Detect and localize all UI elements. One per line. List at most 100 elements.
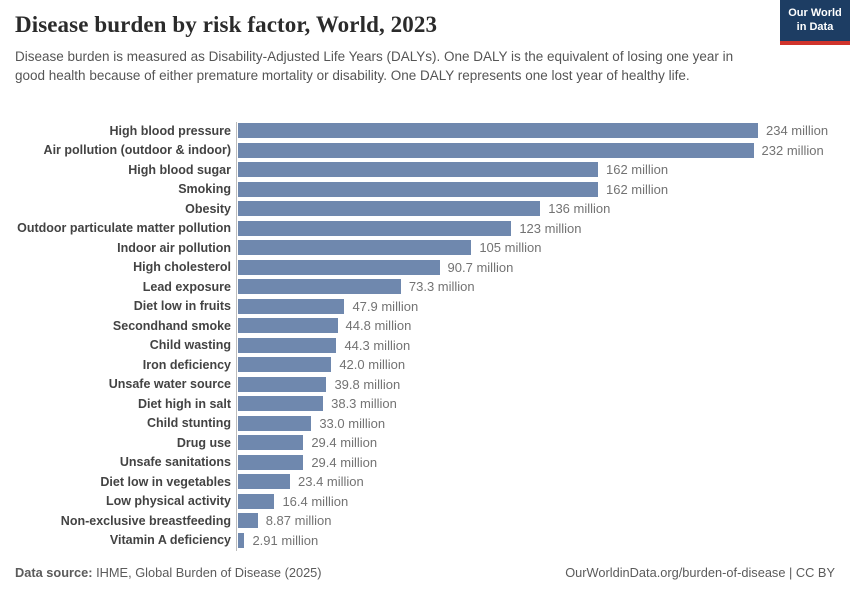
- value-label: 38.3 million: [331, 396, 397, 412]
- bar-zone: 123 million: [237, 220, 850, 236]
- bar[interactable]: [238, 513, 258, 529]
- category-label: Vitamin A deficiency: [109, 533, 231, 548]
- value-label: 29.4 million: [311, 435, 378, 451]
- bar-rows: High blood pressure 234 million Air pollut…: [0, 121, 850, 550]
- bar[interactable]: [238, 123, 758, 139]
- value-label: 105 million: [479, 240, 542, 256]
- bar-zone: 23.4 million: [237, 474, 850, 490]
- bar-zone: 39.8 million: [237, 376, 850, 392]
- bar-row: Child stunting 33.0 million: [0, 414, 850, 434]
- bar[interactable]: [238, 201, 541, 217]
- owid-url-link[interactable]: OurWorldinData.org/burden-of-disease | C…: [565, 565, 835, 580]
- value-label: 47.9 million: [352, 298, 419, 314]
- bar-row: Unsafe sanitations 29.4 million: [0, 453, 850, 473]
- bar[interactable]: [238, 357, 332, 373]
- bar-row: Iron deficiency 42.0 million: [0, 355, 850, 375]
- bar[interactable]: [238, 396, 324, 412]
- bar[interactable]: [238, 279, 401, 295]
- bar-zone: 2.91 million: [237, 532, 850, 548]
- bar-row: Diet low in fruits 47.9 million: [0, 297, 850, 317]
- bar-row: Smoking 162 million: [0, 180, 850, 200]
- bar[interactable]: [238, 220, 512, 236]
- category-label: Diet low in vegetables: [100, 474, 231, 489]
- value-label: 73.3 million: [408, 279, 475, 295]
- bar[interactable]: [238, 298, 345, 314]
- bar-row: Drug use 29.4 million: [0, 433, 850, 453]
- value-label: 136 million: [548, 201, 611, 217]
- bar[interactable]: [238, 532, 245, 548]
- bar-row: High blood sugar 162 million: [0, 160, 850, 180]
- value-label: 16.4 million: [282, 493, 349, 509]
- category-label: Unsafe water source: [108, 377, 231, 392]
- bar[interactable]: [238, 435, 304, 451]
- category-label: Child wasting: [149, 338, 231, 353]
- category-label: Iron deficiency: [142, 357, 231, 372]
- value-label: 44.8 million: [345, 318, 412, 334]
- bar-row: Non-exclusive breastfeeding 8.87 million: [0, 511, 850, 531]
- data-source-label: Data source:: [15, 565, 93, 580]
- category-label: Diet high in salt: [137, 396, 231, 411]
- bar-zone: 105 million: [237, 240, 850, 256]
- bar[interactable]: [238, 415, 312, 431]
- category-label: Drug use: [176, 435, 231, 450]
- bar[interactable]: [238, 376, 327, 392]
- bar-row: Air pollution (outdoor & indoor) 232 mill…: [0, 141, 850, 161]
- category-label: Air pollution (outdoor & indoor): [43, 143, 231, 158]
- bar-zone: 44.8 million: [237, 318, 850, 334]
- chart-header: Disease burden by risk factor, World, 20…: [15, 12, 835, 85]
- owid-logo-box: Our World in Data: [780, 0, 850, 41]
- bar-zone: 33.0 million: [237, 415, 850, 431]
- bar-row: Lead exposure 73.3 million: [0, 277, 850, 297]
- bar[interactable]: [238, 474, 290, 490]
- bar[interactable]: [238, 318, 338, 334]
- bar[interactable]: [238, 142, 754, 158]
- bar-row: Indoor air pollution 105 million: [0, 238, 850, 258]
- category-label: Indoor air pollution: [117, 240, 231, 255]
- category-label: Low physical activity: [105, 494, 231, 509]
- category-label: Diet low in fruits: [133, 299, 231, 314]
- bar[interactable]: [238, 162, 598, 178]
- bar[interactable]: [238, 181, 598, 197]
- bar-zone: 29.4 million: [237, 435, 850, 451]
- bar-zone: 136 million: [237, 201, 850, 217]
- chart-subtitle: Disease burden is measured as Disability…: [15, 49, 734, 84]
- bar-zone: 162 million: [237, 181, 850, 197]
- owid-logo-line2: in Data: [796, 20, 834, 33]
- bar-row: Low physical activity 16.4 million: [0, 492, 850, 512]
- bar-zone: 73.3 million: [237, 279, 850, 295]
- category-label: Obesity: [185, 201, 231, 216]
- value-label: 2.91 million: [252, 532, 319, 548]
- data-source-text: IHME, Global Burden of Disease (2025): [92, 565, 322, 580]
- page-title: Disease burden by risk factor, World, 20…: [15, 12, 438, 37]
- chart-footer: Data source: IHME, Global Burden of Dise…: [15, 565, 835, 580]
- bar-zone: 29.4 million: [237, 454, 850, 470]
- bar[interactable]: [238, 454, 304, 470]
- value-label: 90.7 million: [447, 259, 514, 275]
- bar-row: Secondhand smoke 44.8 million: [0, 316, 850, 336]
- bar-row: High blood pressure 234 million: [0, 121, 850, 141]
- bar-row: Unsafe water source 39.8 million: [0, 375, 850, 395]
- category-label: High blood sugar: [128, 162, 231, 177]
- bar[interactable]: [238, 337, 337, 353]
- bar[interactable]: [238, 493, 275, 509]
- owid-logo[interactable]: Our World in Data: [780, 0, 850, 45]
- bar-chart: High blood pressure 234 million Air pollut…: [0, 121, 850, 551]
- bar[interactable]: [238, 259, 440, 275]
- category-label: Secondhand smoke: [112, 318, 231, 333]
- bar[interactable]: [238, 240, 472, 256]
- category-label: Child stunting: [146, 416, 231, 431]
- bar-row: Diet high in salt 38.3 million: [0, 394, 850, 414]
- value-label: 44.3 million: [344, 337, 411, 353]
- owid-logo-red-strip: [780, 40, 850, 45]
- owid-logo-line1: Our World: [788, 7, 842, 19]
- category-label: High blood pressure: [109, 123, 231, 138]
- value-label: 39.8 million: [334, 376, 401, 392]
- bar-zone: 47.9 million: [237, 298, 850, 314]
- value-label: 8.87 million: [265, 513, 332, 529]
- bar-row: Outdoor particulate matter pollution 123 …: [0, 219, 850, 239]
- value-label: 123 million: [519, 220, 582, 236]
- category-label: Lead exposure: [142, 279, 231, 294]
- category-label: Smoking: [178, 182, 231, 197]
- bar-zone: 16.4 million: [237, 493, 850, 509]
- category-label: High cholesterol: [133, 260, 231, 275]
